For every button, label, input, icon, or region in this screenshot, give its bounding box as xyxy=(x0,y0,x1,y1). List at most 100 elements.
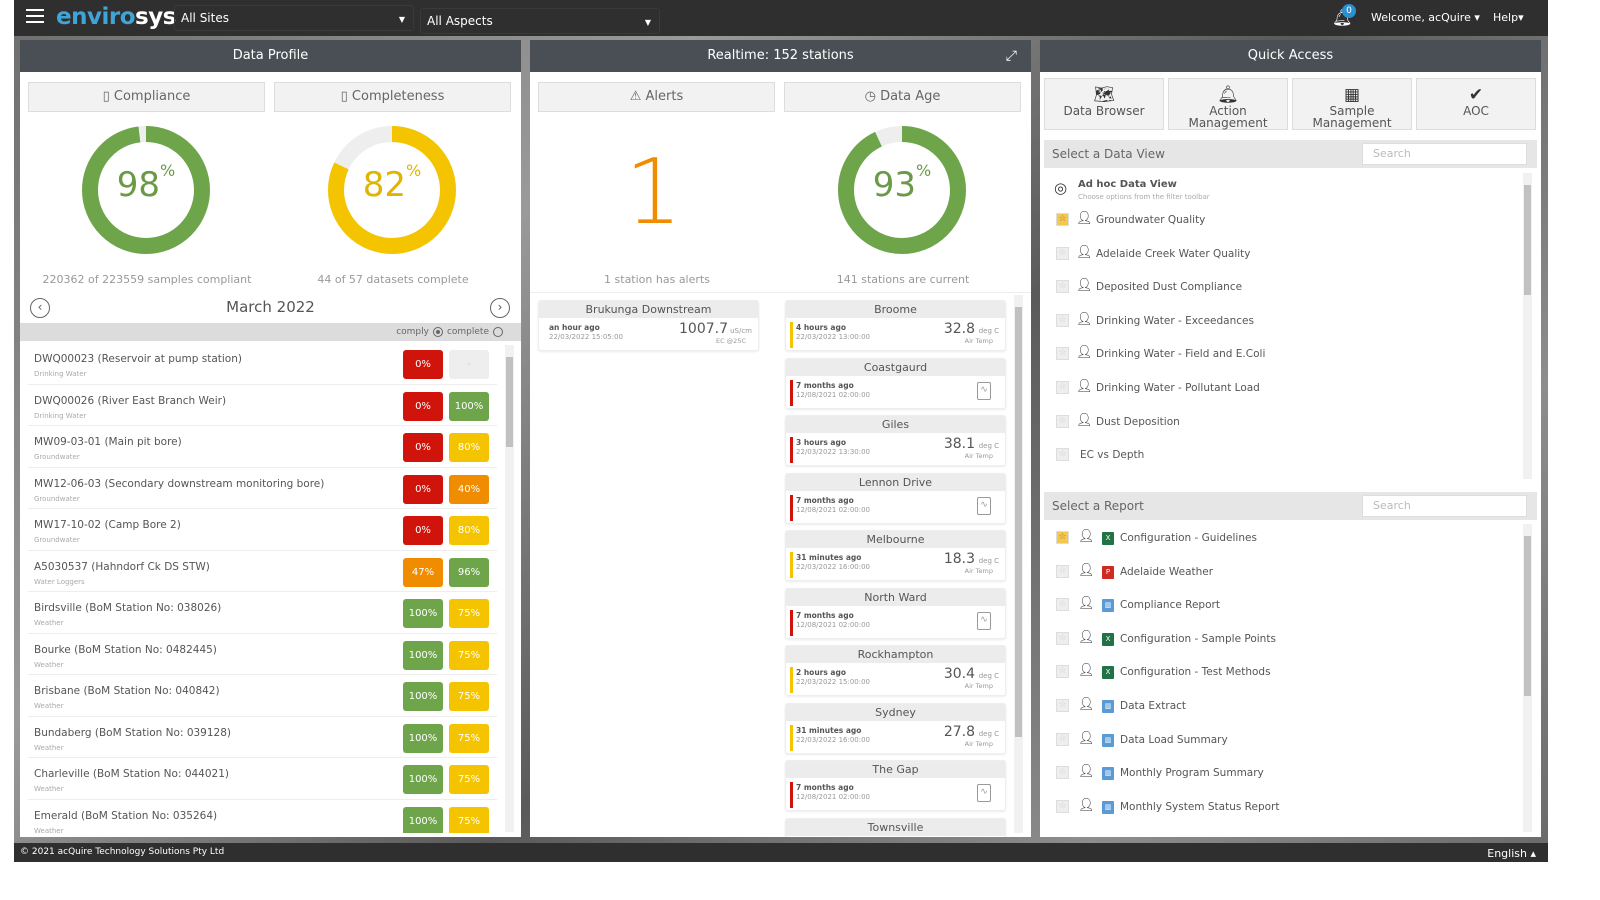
star-icon[interactable]: ☆ xyxy=(1056,414,1069,428)
quick-aoc-button[interactable]: ✔ AOC xyxy=(1416,78,1536,130)
star-icon[interactable]: ☆ xyxy=(1056,280,1069,294)
report-item[interactable]: ☆ 👤︎ ▥ Compliance Report xyxy=(1044,589,1537,623)
data-view-search[interactable]: Search xyxy=(1362,143,1527,165)
scrollbar[interactable] xyxy=(505,345,514,832)
compliance-row[interactable]: Bundaberg (BoM Station No: 039128) Weathe… xyxy=(28,717,497,758)
compliance-row[interactable]: MW09-03-01 (Main pit bore) Groundwater 0% 8… xyxy=(28,426,497,468)
menu-icon[interactable] xyxy=(26,9,44,23)
scrollbar[interactable] xyxy=(1014,295,1023,833)
data-view-item[interactable]: ☆ 👤︎ Drinking Water - Field and E.Coli xyxy=(1044,338,1537,372)
star-icon[interactable]: ☆ xyxy=(1056,347,1069,361)
help-menu[interactable]: Help▾ xyxy=(1493,11,1524,24)
data-view-item[interactable]: ☆ 👤︎ Adelaide Creek Water Quality xyxy=(1044,238,1537,272)
station-card[interactable]: Broome 4 hours ago 22/03/2022 13:00:00 32.8… xyxy=(785,300,1006,351)
sites-select[interactable]: All Sites ▼ xyxy=(174,5,414,31)
star-icon[interactable]: ☆ xyxy=(1056,246,1069,260)
compliance-row[interactable]: Emerald (BoM Station No: 035264) Weather 1… xyxy=(28,800,497,834)
star-icon[interactable]: ☆ xyxy=(1056,698,1069,712)
next-month-button[interactable]: › xyxy=(490,298,510,318)
star-icon[interactable]: ☆ xyxy=(1056,665,1069,679)
quick-action-management-button[interactable]: 🔔︎ Action Management xyxy=(1168,78,1288,130)
star-icon[interactable]: ☆ xyxy=(1056,313,1069,327)
compliance-row[interactable]: A5030537 (Hahndorf Ck DS STW) Water Logge… xyxy=(28,551,497,592)
station-card[interactable]: The Gap 7 months ago 12/08/2021 02:00:00 ∿ xyxy=(785,760,1006,811)
data-view-item[interactable]: ☆ 👤︎ Drinking Water - Pollutant Load xyxy=(1044,372,1537,406)
alert-count[interactable]: 1 xyxy=(624,140,683,245)
star-icon[interactable]: ☆ xyxy=(1056,213,1069,226)
star-icon[interactable]: ☆ xyxy=(1056,799,1069,813)
compliance-row[interactable]: DWQ00026 (River East Branch Weir) Drinkin… xyxy=(28,385,497,426)
station-card[interactable]: Melbourne 31 minutes ago 22/03/2022 16:00:… xyxy=(785,530,1006,581)
clipboard-chart-icon[interactable]: ∿ xyxy=(977,496,991,515)
station-card[interactable]: Giles 3 hours ago 22/03/2022 13:30:00 38.1 d… xyxy=(785,415,1006,466)
star-icon[interactable]: ☆ xyxy=(1056,380,1069,394)
station-card[interactable]: Brukunga Downstream an hour ago 22/03/2022… xyxy=(538,300,759,351)
report-item[interactable]: ☆ 👤︎ ▥ Monthly System Status Report xyxy=(1044,791,1537,825)
report-item[interactable]: ☆ 👤︎ X Configuration - Guidelines xyxy=(1044,522,1537,556)
data-view-item[interactable]: ☆ 👤︎ Dust Deposition xyxy=(1044,406,1537,440)
compliance-row[interactable]: Brisbane (BoM Station No: 040842) Weather… xyxy=(28,675,497,717)
compliance-tab[interactable]: ▯ Compliance xyxy=(28,82,265,112)
report-item[interactable]: ☆ 👤︎ ▥ Data Load Summary xyxy=(1044,724,1537,758)
panel-title: Data Profile xyxy=(20,40,521,72)
data-age-donut[interactable]: 93% xyxy=(837,125,967,255)
language-select[interactable]: English ▴ xyxy=(1487,847,1536,860)
user-menu[interactable]: Welcome, acQuire ▾ xyxy=(1371,11,1480,24)
clipboard-chart-icon[interactable]: ∿ xyxy=(977,784,991,802)
compliance-row[interactable]: MW17-10-02 (Camp Bore 2) Groundwater 0% 80% xyxy=(28,509,497,551)
data-age-tab[interactable]: ◷ Data Age xyxy=(784,82,1021,112)
scrollbar[interactable] xyxy=(1523,173,1532,479)
logo[interactable]: envirosys xyxy=(56,4,176,30)
report-item[interactable]: ☆ 👤︎ X Configuration - Sample Points xyxy=(1044,623,1537,657)
station-card[interactable]: Sydney 31 minutes ago 22/03/2022 16:00:00 2… xyxy=(785,702,1006,754)
prev-month-button[interactable]: ‹ xyxy=(30,298,50,318)
station-card[interactable]: Coastgaurd 7 months ago 12/08/2021 02:00:0… xyxy=(785,357,1006,409)
report-search[interactable]: Search xyxy=(1362,495,1527,517)
compliance-row[interactable]: Birdsville (BoM Station No: 038026) Weath… xyxy=(28,592,497,634)
user-icon: 👤︎ xyxy=(1078,764,1095,780)
star-icon[interactable]: ☆ xyxy=(1056,598,1069,612)
clipboard-chart-icon[interactable]: ∿ xyxy=(977,381,991,400)
compliance-row[interactable]: DWQ00023 (Reservoir at pump station) Drin… xyxy=(28,343,497,385)
complete-radio[interactable] xyxy=(493,326,503,337)
star-icon[interactable]: ☆ xyxy=(1056,448,1069,462)
data-view-item[interactable]: ☆ 👤︎ Deposited Dust Compliance xyxy=(1044,271,1537,305)
report-item[interactable]: ☆ 👤︎ ▥ Monthly Program Summary xyxy=(1044,757,1537,791)
comply-badge: 100% xyxy=(403,640,443,670)
adhoc-data-view[interactable]: ◎ Ad hoc Data View Choose options from t… xyxy=(1054,179,1210,201)
station-card[interactable]: Townsville xyxy=(785,817,1006,837)
scrollbar[interactable] xyxy=(1523,524,1532,832)
timestamp: 22/03/2022 15:05:00 xyxy=(549,333,624,341)
clipboard-chart-icon[interactable]: ∿ xyxy=(977,611,991,630)
month-nav: March 2022 ‹ › xyxy=(20,295,521,321)
report-item[interactable]: ☆ 👤︎ ▥ Data Extract xyxy=(1044,690,1537,724)
compliance-row[interactable]: MW12-06-03 (Secondary downstream monitor… xyxy=(28,468,497,509)
report-item[interactable]: ☆ 👤︎ X Configuration - Test Methods xyxy=(1044,656,1537,690)
aspects-select[interactable]: All Aspects ▼ xyxy=(420,8,660,34)
compliance-row[interactable]: Charleville (BoM Station No: 044021) Weat… xyxy=(28,758,497,800)
station-card[interactable]: North Ward 7 months ago 12/08/2021 02:00:0… xyxy=(785,587,1006,639)
completeness-tab[interactable]: ▯ Completeness xyxy=(274,82,511,112)
report-item[interactable]: ☆ 👤︎ P Adelaide Weather xyxy=(1044,556,1537,590)
data-view-item[interactable]: ☆ 👤︎ Drinking Water - Exceedances xyxy=(1044,305,1537,339)
data-view-item[interactable]: ☆ 👤︎ Groundwater Quality xyxy=(1044,204,1537,238)
data-view-item[interactable]: ☆ EC vs Depth xyxy=(1044,439,1537,473)
site-category: Weather xyxy=(34,826,64,834)
star-icon[interactable]: ☆ xyxy=(1056,564,1069,578)
complete-badge: 80% xyxy=(449,516,489,545)
alerts-tab[interactable]: ⚠ Alerts xyxy=(538,82,775,112)
compliance-donut[interactable]: 98% xyxy=(81,125,211,255)
report-name: Data Extract xyxy=(1120,699,1187,712)
star-icon[interactable]: ☆ xyxy=(1056,531,1069,544)
quick-sample-management-button[interactable]: ▦ Sample Management xyxy=(1292,78,1412,130)
quick-data-browser-button[interactable]: 🗺︎ Data Browser xyxy=(1044,78,1164,130)
comply-radio[interactable] xyxy=(432,326,443,337)
star-icon[interactable]: ☆ xyxy=(1056,732,1069,746)
station-card[interactable]: Rockhampton 2 hours ago 22/03/2022 15:00:0… xyxy=(785,645,1006,696)
station-card[interactable]: Lennon Drive 7 months ago 12/08/2021 02:00… xyxy=(785,472,1006,524)
star-icon[interactable]: ☆ xyxy=(1056,766,1069,780)
star-icon[interactable]: ☆ xyxy=(1056,631,1069,645)
compliance-row[interactable]: Bourke (BoM Station No: 0482445) Weather 1… xyxy=(28,634,497,675)
completeness-donut[interactable]: 82% xyxy=(327,125,457,255)
expand-icon[interactable]: ⤢ xyxy=(1005,48,1017,64)
